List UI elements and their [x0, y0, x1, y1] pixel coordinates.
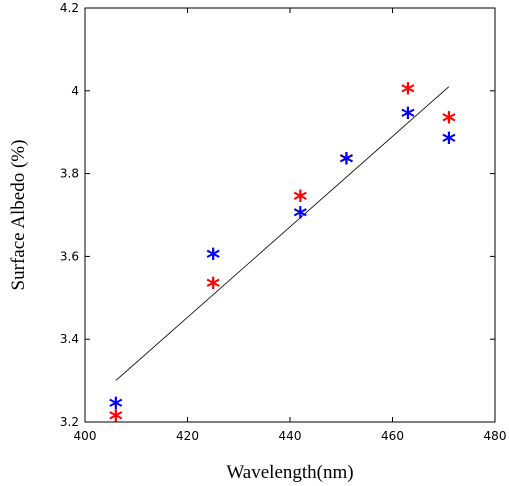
- y-tick-label: 4.2: [60, 1, 79, 15]
- fit-line-group: [115, 86, 450, 381]
- y-tick-label: 3.4: [60, 332, 79, 346]
- data-point: *: [401, 103, 415, 134]
- x-tick-label: 400: [74, 429, 97, 443]
- data-point: *: [206, 243, 220, 274]
- x-axis-label: Wavelength(nm): [226, 462, 353, 483]
- x-tick-label: 420: [176, 429, 199, 443]
- data-point: *: [339, 148, 353, 179]
- y-axis-label: Surface Albedo (%): [8, 140, 29, 291]
- fit-line: [115, 86, 450, 381]
- data-point: *: [442, 127, 456, 158]
- data-point: *: [109, 392, 123, 423]
- x-tick-label: 440: [279, 429, 302, 443]
- y-tick-label: 3.8: [60, 167, 79, 181]
- data-point: *: [401, 78, 415, 109]
- y-tick-label: 3.6: [60, 249, 79, 263]
- data-point: *: [339, 148, 353, 179]
- data-point: *: [206, 272, 220, 303]
- x-tick-label: 460: [381, 429, 404, 443]
- y-tick-label: 3.2: [60, 415, 79, 429]
- data-point: *: [293, 202, 307, 233]
- plot-frame: [84, 7, 496, 423]
- y-tick-label: 4: [71, 84, 79, 98]
- axis-ticks: 400 420 440 460 480 3.2 3.4 3.6 3.8 4 4.2: [60, 1, 507, 443]
- data-markers: ************: [109, 78, 456, 436]
- data-point: *: [442, 107, 456, 138]
- x-tick-label: 480: [484, 429, 507, 443]
- data-point: *: [293, 185, 307, 216]
- data-point: *: [109, 405, 123, 436]
